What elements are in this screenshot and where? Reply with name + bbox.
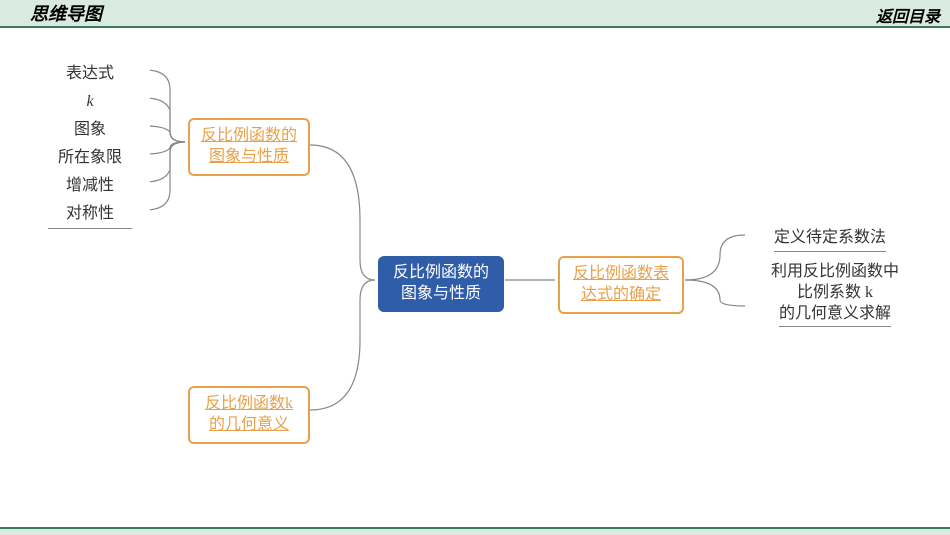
leaf-label-line1: 利用反比例函数中	[771, 262, 899, 283]
node-expression-determination[interactable]: 反比例函数表 达式的确定	[558, 256, 684, 314]
node-label-line2: 图象与性质	[401, 284, 481, 305]
leaf-label: 定义待定系数法	[774, 228, 886, 252]
node-label-line2: 达式的确定	[581, 285, 661, 306]
leaf-method-geometric: 利用反比例函数中 比例系数 k 的几何意义求解	[745, 256, 925, 333]
node-label-line1: 反比例函数的	[201, 126, 297, 147]
page-title: 思维导图	[0, 0, 102, 26]
node-center: 反比例函数的 图象与性质	[378, 256, 504, 312]
node-label-line2: 的几何意义	[209, 415, 289, 436]
node-graph-properties[interactable]: 反比例函数的 图象与性质	[188, 118, 310, 176]
leaf-label: 对称性	[48, 201, 132, 229]
node-label-line1: 反比例函数的	[393, 263, 489, 284]
leaf-label-line2: 比例系数 k	[797, 283, 873, 304]
header-bar: 思维导图 返回目录	[0, 0, 950, 28]
node-label-line1: 反比例函数k	[205, 394, 293, 415]
node-label-line1: 反比例函数表	[573, 264, 669, 285]
leaf-label-line3: 的几何意义求解	[779, 304, 891, 328]
node-label-line2: 图象与性质	[209, 147, 289, 168]
node-geometric-meaning[interactable]: 反比例函数k 的几何意义	[188, 386, 310, 444]
leaf-symmetry: 对称性	[30, 195, 150, 235]
footer-bar	[0, 527, 950, 535]
return-link[interactable]: 返回目录	[876, 3, 940, 27]
leaf-method-definition: 定义待定系数法	[745, 222, 915, 258]
